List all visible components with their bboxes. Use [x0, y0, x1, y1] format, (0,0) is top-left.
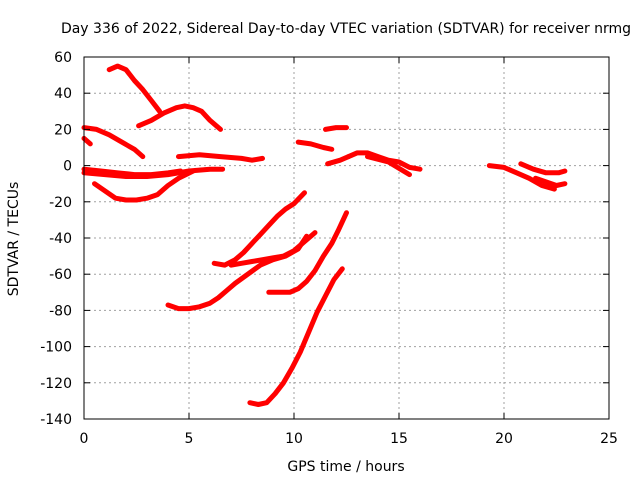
x-tick-label: 0	[80, 431, 89, 447]
series-line-s21	[533, 175, 568, 188]
series-line-s11	[228, 230, 318, 268]
series-line-s1	[106, 63, 163, 114]
series-line-s7	[92, 168, 196, 203]
series-line-s8	[176, 152, 265, 163]
y-tick-label: -140	[40, 412, 72, 428]
x-tick-label: 25	[600, 431, 618, 447]
series-line-s18	[365, 154, 412, 178]
series-line-s13	[247, 266, 345, 407]
series-line-s19	[486, 163, 557, 192]
axis-ticks: 0 5 10 15 20 25 -140 -120 -100 -80 -60 -40 -20 0 20 40 6…	[40, 50, 618, 447]
y-tick-label: -120	[40, 376, 72, 392]
series-line-s4	[81, 135, 93, 147]
y-tick-label: 40	[54, 86, 72, 102]
y-axis-label: SDTVAR / TECUs	[6, 182, 22, 297]
series-line-s10	[211, 190, 307, 268]
series-line-s3	[81, 125, 146, 160]
chart-title: Day 336 of 2022, Sidereal Day-to-day VTE…	[61, 21, 631, 37]
series-line-s6	[81, 166, 226, 179]
series-line-s12	[266, 210, 349, 295]
y-tick-label: 20	[54, 122, 72, 138]
series-line-s2	[136, 103, 223, 132]
series-line-s14	[295, 139, 335, 152]
x-axis-label: GPS time / hours	[287, 459, 404, 475]
x-tick-label: 15	[390, 431, 408, 447]
y-tick-label: -40	[49, 231, 72, 247]
y-tick-label: -100	[40, 340, 72, 356]
x-tick-label: 5	[185, 431, 194, 447]
series-line-s16	[325, 154, 352, 167]
y-tick-label: -80	[49, 303, 72, 319]
series-line-s20	[518, 161, 568, 176]
y-tick-label: 60	[54, 50, 72, 66]
y-tick-label: 0	[63, 159, 72, 175]
x-tick-label: 20	[495, 431, 513, 447]
series-line-s15	[323, 125, 349, 132]
x-tick-label: 10	[285, 431, 303, 447]
y-tick-label: -60	[49, 267, 72, 283]
y-tick-label: -20	[49, 195, 72, 211]
data-series	[81, 63, 568, 407]
grid-lines	[84, 57, 609, 419]
